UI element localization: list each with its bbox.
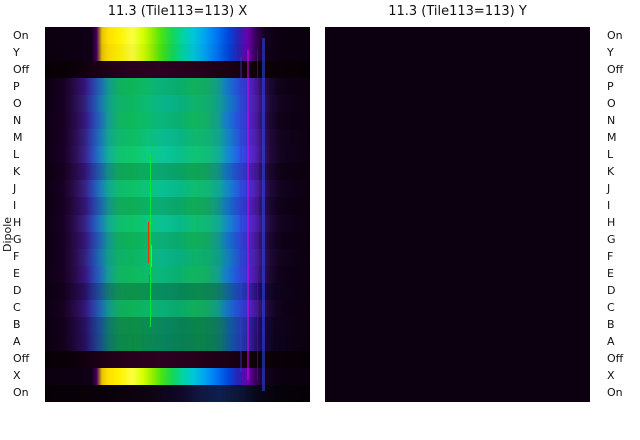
dipole-label: L: [13, 147, 20, 161]
dipole-label: G: [607, 233, 616, 247]
dipole-label: J: [607, 181, 611, 195]
heatmap-row: [45, 333, 310, 351]
dipole-label: Y: [13, 45, 20, 59]
dipole-labels-right: On Y Off P O N M L K J I H G F E D C B A Off X On: [607, 27, 640, 402]
heatmap-row: [45, 44, 310, 62]
heatmap-row: [45, 214, 310, 232]
heatmap-row: [45, 197, 310, 215]
heatmap-row: [45, 180, 310, 198]
dipole-label: I: [607, 198, 611, 212]
dipole-label: N: [607, 113, 616, 127]
heatmap-plot-x: [45, 27, 310, 402]
dipole-label: H: [607, 216, 616, 230]
heatmap-row: [45, 27, 310, 45]
dipole-label: P: [13, 79, 20, 93]
dipole-label: B: [607, 318, 615, 332]
dipole-label: On: [607, 386, 623, 400]
heatmap-row: [45, 95, 310, 113]
dipole-label: K: [13, 164, 21, 178]
heatmap-accent: [151, 244, 153, 267]
dipole-label: B: [13, 318, 21, 332]
heatmap-accent: [149, 154, 152, 327]
heatmap-accent: [247, 49, 250, 380]
dipole-label: D: [607, 284, 616, 298]
heatmap-rows: [45, 27, 310, 402]
heatmap-row: [45, 163, 310, 181]
heatmap-row: [45, 384, 310, 402]
dipole-label: C: [13, 301, 21, 315]
plot-title-x: 11.3 (Tile113=113) X: [107, 4, 248, 19]
x-axis-y: [325, 402, 590, 426]
heatmap-accent: [148, 222, 150, 264]
dipole-label: E: [607, 267, 614, 281]
heatmap-row: [45, 112, 310, 130]
heatmap-row: [45, 350, 310, 368]
dipole-label: Off: [607, 62, 624, 76]
plot-title-y: 11.3 (Tile113=113) Y: [388, 4, 527, 19]
dipole-label: F: [13, 250, 20, 264]
dipole-label: O: [13, 96, 22, 110]
heatmap-accent: [240, 57, 242, 372]
heatmap-row: [45, 146, 310, 164]
dipole-label: G: [13, 233, 22, 247]
dipole-label: P: [607, 79, 614, 93]
dipole-label: A: [607, 335, 615, 349]
dipole-label: N: [13, 113, 22, 127]
dipole-label: Off: [607, 352, 624, 366]
dipole-label: C: [607, 301, 615, 315]
dipole-label: H: [13, 216, 22, 230]
dipole-label: O: [607, 96, 616, 110]
heatmap-accent: [149, 274, 150, 297]
dipole-label: F: [607, 250, 614, 264]
x-axis-x: [45, 402, 310, 426]
dipole-label: D: [13, 284, 22, 298]
dipole-label: L: [607, 147, 614, 161]
heatmap-accent: [262, 38, 265, 391]
dipole-label: M: [13, 130, 23, 144]
dipole-label: A: [13, 335, 21, 349]
dipole-label: On: [13, 28, 29, 42]
dipole-labels-left: On Y Off P O N M L K J I H G F E D C B A Off X On: [13, 27, 47, 402]
heatmap-row: [45, 282, 310, 300]
heatmap-row: [45, 129, 310, 147]
dipole-label: Off: [13, 62, 30, 76]
dipole-label: K: [607, 164, 615, 178]
dipole-label: M: [607, 130, 617, 144]
heatmap-row: [45, 78, 310, 96]
dipole-label: Y: [607, 45, 614, 59]
heatmap-row: [45, 248, 310, 266]
heatmap-row: [45, 231, 310, 249]
heatmap-row: [45, 299, 310, 317]
heatmap-plot-y: [325, 27, 590, 402]
heatmap-accent: [256, 49, 259, 380]
dipole-label: On: [607, 28, 623, 42]
heatmap-row: [45, 265, 310, 283]
dipole-label: X: [13, 369, 21, 383]
heatmap-row: [45, 316, 310, 334]
dipole-label: On: [13, 386, 29, 400]
dipole-label: I: [13, 198, 17, 212]
dipole-label: X: [607, 369, 615, 383]
dipole-label: Off: [13, 352, 30, 366]
heatmap-row: [45, 61, 310, 79]
heatmap-row: [45, 367, 310, 385]
dipole-label: E: [13, 267, 20, 281]
dipole-label: J: [13, 181, 17, 195]
